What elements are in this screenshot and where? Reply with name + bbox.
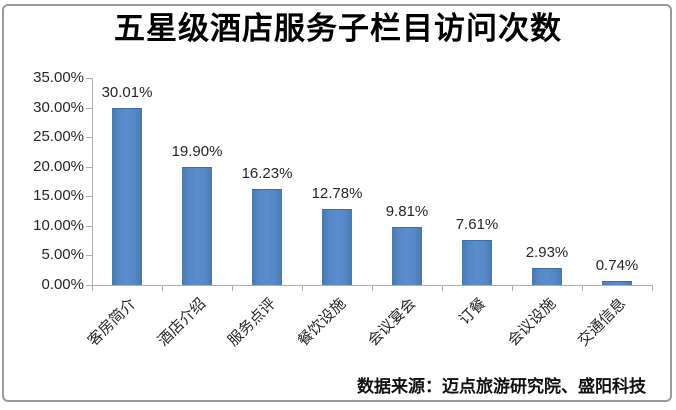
x-axis-tick bbox=[652, 286, 653, 291]
bar-value-label: 2.93% bbox=[525, 244, 569, 261]
y-axis-label: 5.00% bbox=[41, 246, 84, 263]
x-category-label: 酒店介绍 bbox=[155, 295, 210, 350]
x-axis-tick bbox=[162, 286, 163, 291]
y-axis-line bbox=[92, 78, 93, 285]
data-source-note: 数据来源：迈点旅游研究院、盛阳科技 bbox=[357, 377, 646, 396]
x-category-label: 会议宴会 bbox=[365, 295, 420, 350]
x-axis-tick bbox=[442, 286, 443, 291]
y-axis-label: 20.00% bbox=[33, 158, 84, 175]
bar-value-label: 16.23% bbox=[241, 165, 293, 182]
x-category-label: 客房简介 bbox=[85, 295, 140, 350]
y-axis-label: 30.00% bbox=[33, 99, 84, 116]
y-axis-tick bbox=[86, 285, 92, 286]
y-axis-label: 10.00% bbox=[33, 217, 84, 234]
x-axis-tick bbox=[372, 286, 373, 291]
x-axis-tick bbox=[92, 286, 93, 291]
bar-value-label: 0.74% bbox=[595, 257, 639, 274]
y-axis-tick bbox=[86, 255, 92, 256]
x-axis-tick bbox=[302, 286, 303, 291]
bar bbox=[602, 281, 632, 285]
x-axis-line bbox=[92, 285, 653, 286]
bar-value-label: 7.61% bbox=[455, 216, 499, 233]
y-axis-label: 0.00% bbox=[41, 276, 84, 293]
x-axis-tick bbox=[232, 286, 233, 291]
x-category-label: 餐饮设施 bbox=[295, 295, 350, 350]
bar bbox=[322, 209, 352, 285]
y-axis-tick bbox=[86, 167, 92, 168]
y-axis-tick bbox=[86, 196, 92, 197]
x-category-label: 服务点评 bbox=[225, 295, 280, 350]
x-category-label: 会议设施 bbox=[505, 295, 560, 350]
x-axis-tick bbox=[512, 286, 513, 291]
y-axis-label: 25.00% bbox=[33, 128, 84, 145]
y-axis-tick bbox=[86, 78, 92, 79]
y-axis-tick bbox=[86, 226, 92, 227]
bar bbox=[532, 268, 562, 285]
y-axis-tick bbox=[86, 108, 92, 109]
bar bbox=[182, 167, 212, 285]
x-axis-tick bbox=[582, 286, 583, 291]
bar-value-label: 9.81% bbox=[385, 203, 429, 220]
chart-title: 五星级酒店服务子栏目访问次数 bbox=[114, 11, 562, 46]
bar-value-label: 12.78% bbox=[311, 185, 363, 202]
bar-value-label: 19.90% bbox=[171, 143, 223, 160]
bar bbox=[462, 240, 492, 285]
y-axis-tick bbox=[86, 137, 92, 138]
x-category-label: 交通信息 bbox=[575, 295, 630, 350]
x-category-label: 订餐 bbox=[456, 295, 490, 329]
y-axis-label: 15.00% bbox=[33, 187, 84, 204]
bar bbox=[252, 189, 282, 285]
y-axis-label: 35.00% bbox=[33, 69, 84, 86]
bar-value-label: 30.01% bbox=[101, 84, 153, 101]
bar bbox=[392, 227, 422, 285]
bar bbox=[112, 108, 142, 285]
